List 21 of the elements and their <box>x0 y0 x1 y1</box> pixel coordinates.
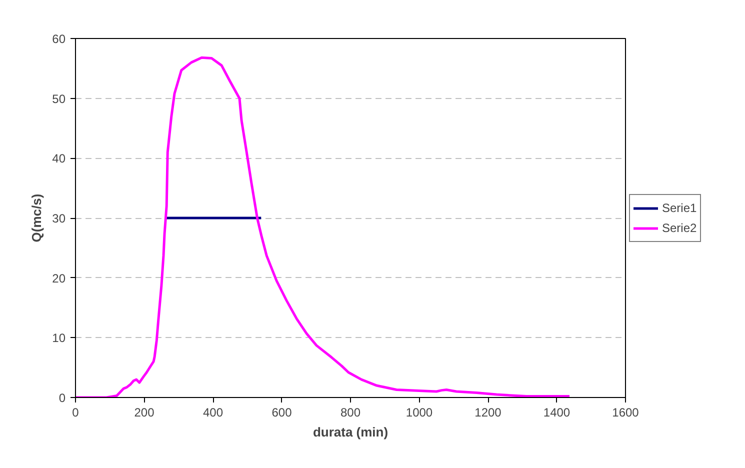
x-axis-title: durata (min) <box>312 424 388 440</box>
y-tick-label: 40 <box>52 152 66 166</box>
x-tick-label: 0 <box>72 406 80 420</box>
y-axis-title: Q(mc/s) <box>29 194 44 242</box>
x-tick-label: 600 <box>272 406 292 420</box>
y-tick-label: 60 <box>52 32 66 46</box>
legend-label: Serie2 <box>662 220 697 234</box>
x-tick-label: 1600 <box>612 406 640 420</box>
x-tick-label: 800 <box>340 406 361 420</box>
y-tick-label: 20 <box>52 271 66 286</box>
x-tick-label: 200 <box>134 406 155 420</box>
line-series <box>76 56 571 398</box>
y-tick-label: 50 <box>52 92 66 106</box>
legend-label: Serie1 <box>662 200 697 214</box>
x-tick-label: 1400 <box>543 406 570 420</box>
y-tick-label: 10 <box>52 331 66 346</box>
y-tick-label: 0 <box>58 391 66 405</box>
y-tick-label: 30 <box>52 212 66 226</box>
x-tick-label: 400 <box>202 406 224 420</box>
x-tick-label: 1000 <box>406 406 433 420</box>
x-tick-label: 1200 <box>474 406 502 420</box>
